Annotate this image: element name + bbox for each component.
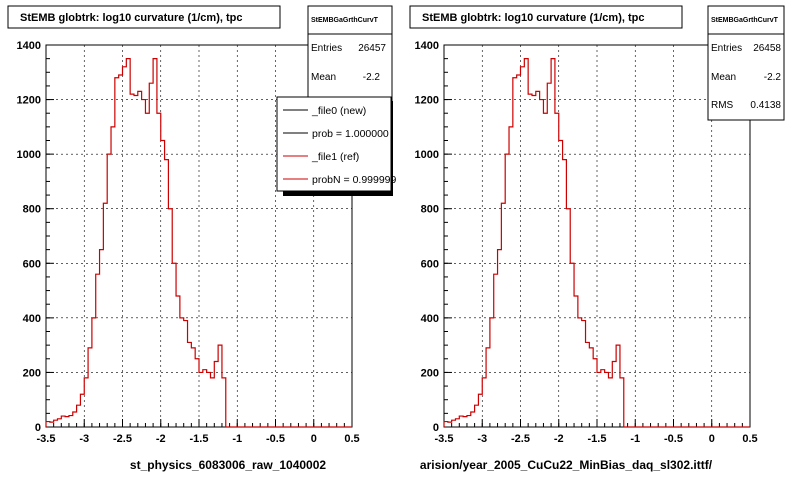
y-tick-label: 1400	[415, 40, 439, 52]
y-tick-label: 400	[421, 313, 439, 325]
x-tick-label: -3.5	[435, 433, 454, 445]
left-title: StEMB globtrk: log10 curvature (1/cm), t…	[20, 12, 242, 24]
left-stats-entries-value: 26457	[358, 43, 386, 54]
x-tick-label: -2.5	[511, 433, 530, 445]
x-tick-label: 0	[311, 433, 317, 445]
legend-entry-3: probN = 0.999999	[312, 174, 397, 186]
x-tick-label: -1.5	[588, 433, 607, 445]
x-tick-label: -2	[156, 433, 166, 445]
legend-entry-2: _file1 (ref)	[311, 151, 359, 163]
left-stats-box	[307, 5, 393, 103]
y-tick-label: 600	[421, 258, 439, 270]
x-tick-label: -2	[554, 433, 564, 445]
right-title-box	[409, 5, 683, 29]
y-tick-label: 0	[35, 422, 41, 434]
y-tick-label: 200	[23, 367, 41, 379]
y-tick-label: 1400	[17, 40, 41, 52]
y-tick-label: 1200	[17, 95, 41, 107]
x-tick-label: 0.5	[344, 433, 359, 445]
right-stats-rms-value: 0.4138	[750, 100, 781, 111]
x-tick-label: -3	[79, 433, 89, 445]
right-stats-mean-label: Mean	[711, 72, 736, 83]
x-tick-label: -2.5	[113, 433, 132, 445]
histogram-series-0	[45, 58, 352, 428]
x-tick-label: -0.5	[664, 433, 683, 445]
right-stats-rms-label: RMS	[711, 100, 734, 111]
left-stats-name: StEMBGaGrthCurvT	[311, 17, 379, 24]
left-stats-mean-label: Mean	[311, 72, 336, 83]
x-tick-label: -3.5	[37, 433, 56, 445]
right-plot-area: -3.5 -3 -2.5 -2 -1.5 -1 -0.5 0 0.5 0 200 400 600 800 1…	[415, 40, 758, 445]
y-tick-label: 200	[421, 367, 439, 379]
x-tick-label: 0	[709, 433, 715, 445]
left-panel: StEMB globtrk: log10 curvature (1/cm), t…	[7, 5, 397, 472]
x-tick-label: -1	[232, 433, 242, 445]
y-tick-label: 600	[23, 258, 41, 270]
right-title: StEMB globtrk: log10 curvature (1/cm), t…	[422, 12, 644, 24]
legend-entry-0: _file0 (new)	[311, 105, 366, 117]
histogram-series-0	[443, 58, 750, 428]
y-tick-label: 0	[433, 422, 439, 434]
right-stats-entries-value: 26458	[753, 43, 781, 54]
y-tick-label: 1000	[17, 149, 41, 161]
x-tick-label: -1.5	[190, 433, 209, 445]
right-stats-mean-value: -2.2	[764, 72, 782, 83]
left-stats-mean-value: -2.2	[363, 72, 381, 83]
legend-entry-1: prob = 1.000000	[312, 128, 389, 140]
y-tick-label: 800	[421, 204, 439, 216]
legend-box	[276, 96, 392, 192]
right-stats-entries-label: Entries	[711, 43, 742, 54]
x-tick-label: 0.5	[742, 433, 757, 445]
x-tick-label: -3	[477, 433, 487, 445]
left-stats-entries-label: Entries	[311, 43, 342, 54]
x-tick-label: -1	[630, 433, 640, 445]
y-tick-label: 800	[23, 204, 41, 216]
legend: _file0 (new) prob = 1.000000 _file1 (ref…	[276, 96, 397, 196]
right-panel: StEMB globtrk: log10 curvature (1/cm), t…	[409, 5, 785, 472]
right-stats-box	[707, 5, 785, 121]
right-x-axis-label: arision/year_2005_CuCu22_MinBias_daq_sl3…	[420, 458, 713, 472]
y-tick-label: 1000	[415, 149, 439, 161]
x-tick-label: -0.5	[266, 433, 285, 445]
right-stats-name: StEMBGaGrthCurvT	[711, 17, 779, 24]
left-title-box	[7, 5, 281, 29]
y-tick-label: 1200	[415, 95, 439, 107]
left-x-axis-label: st_physics_6083006_raw_1040002	[130, 458, 326, 472]
y-tick-label: 400	[23, 313, 41, 325]
